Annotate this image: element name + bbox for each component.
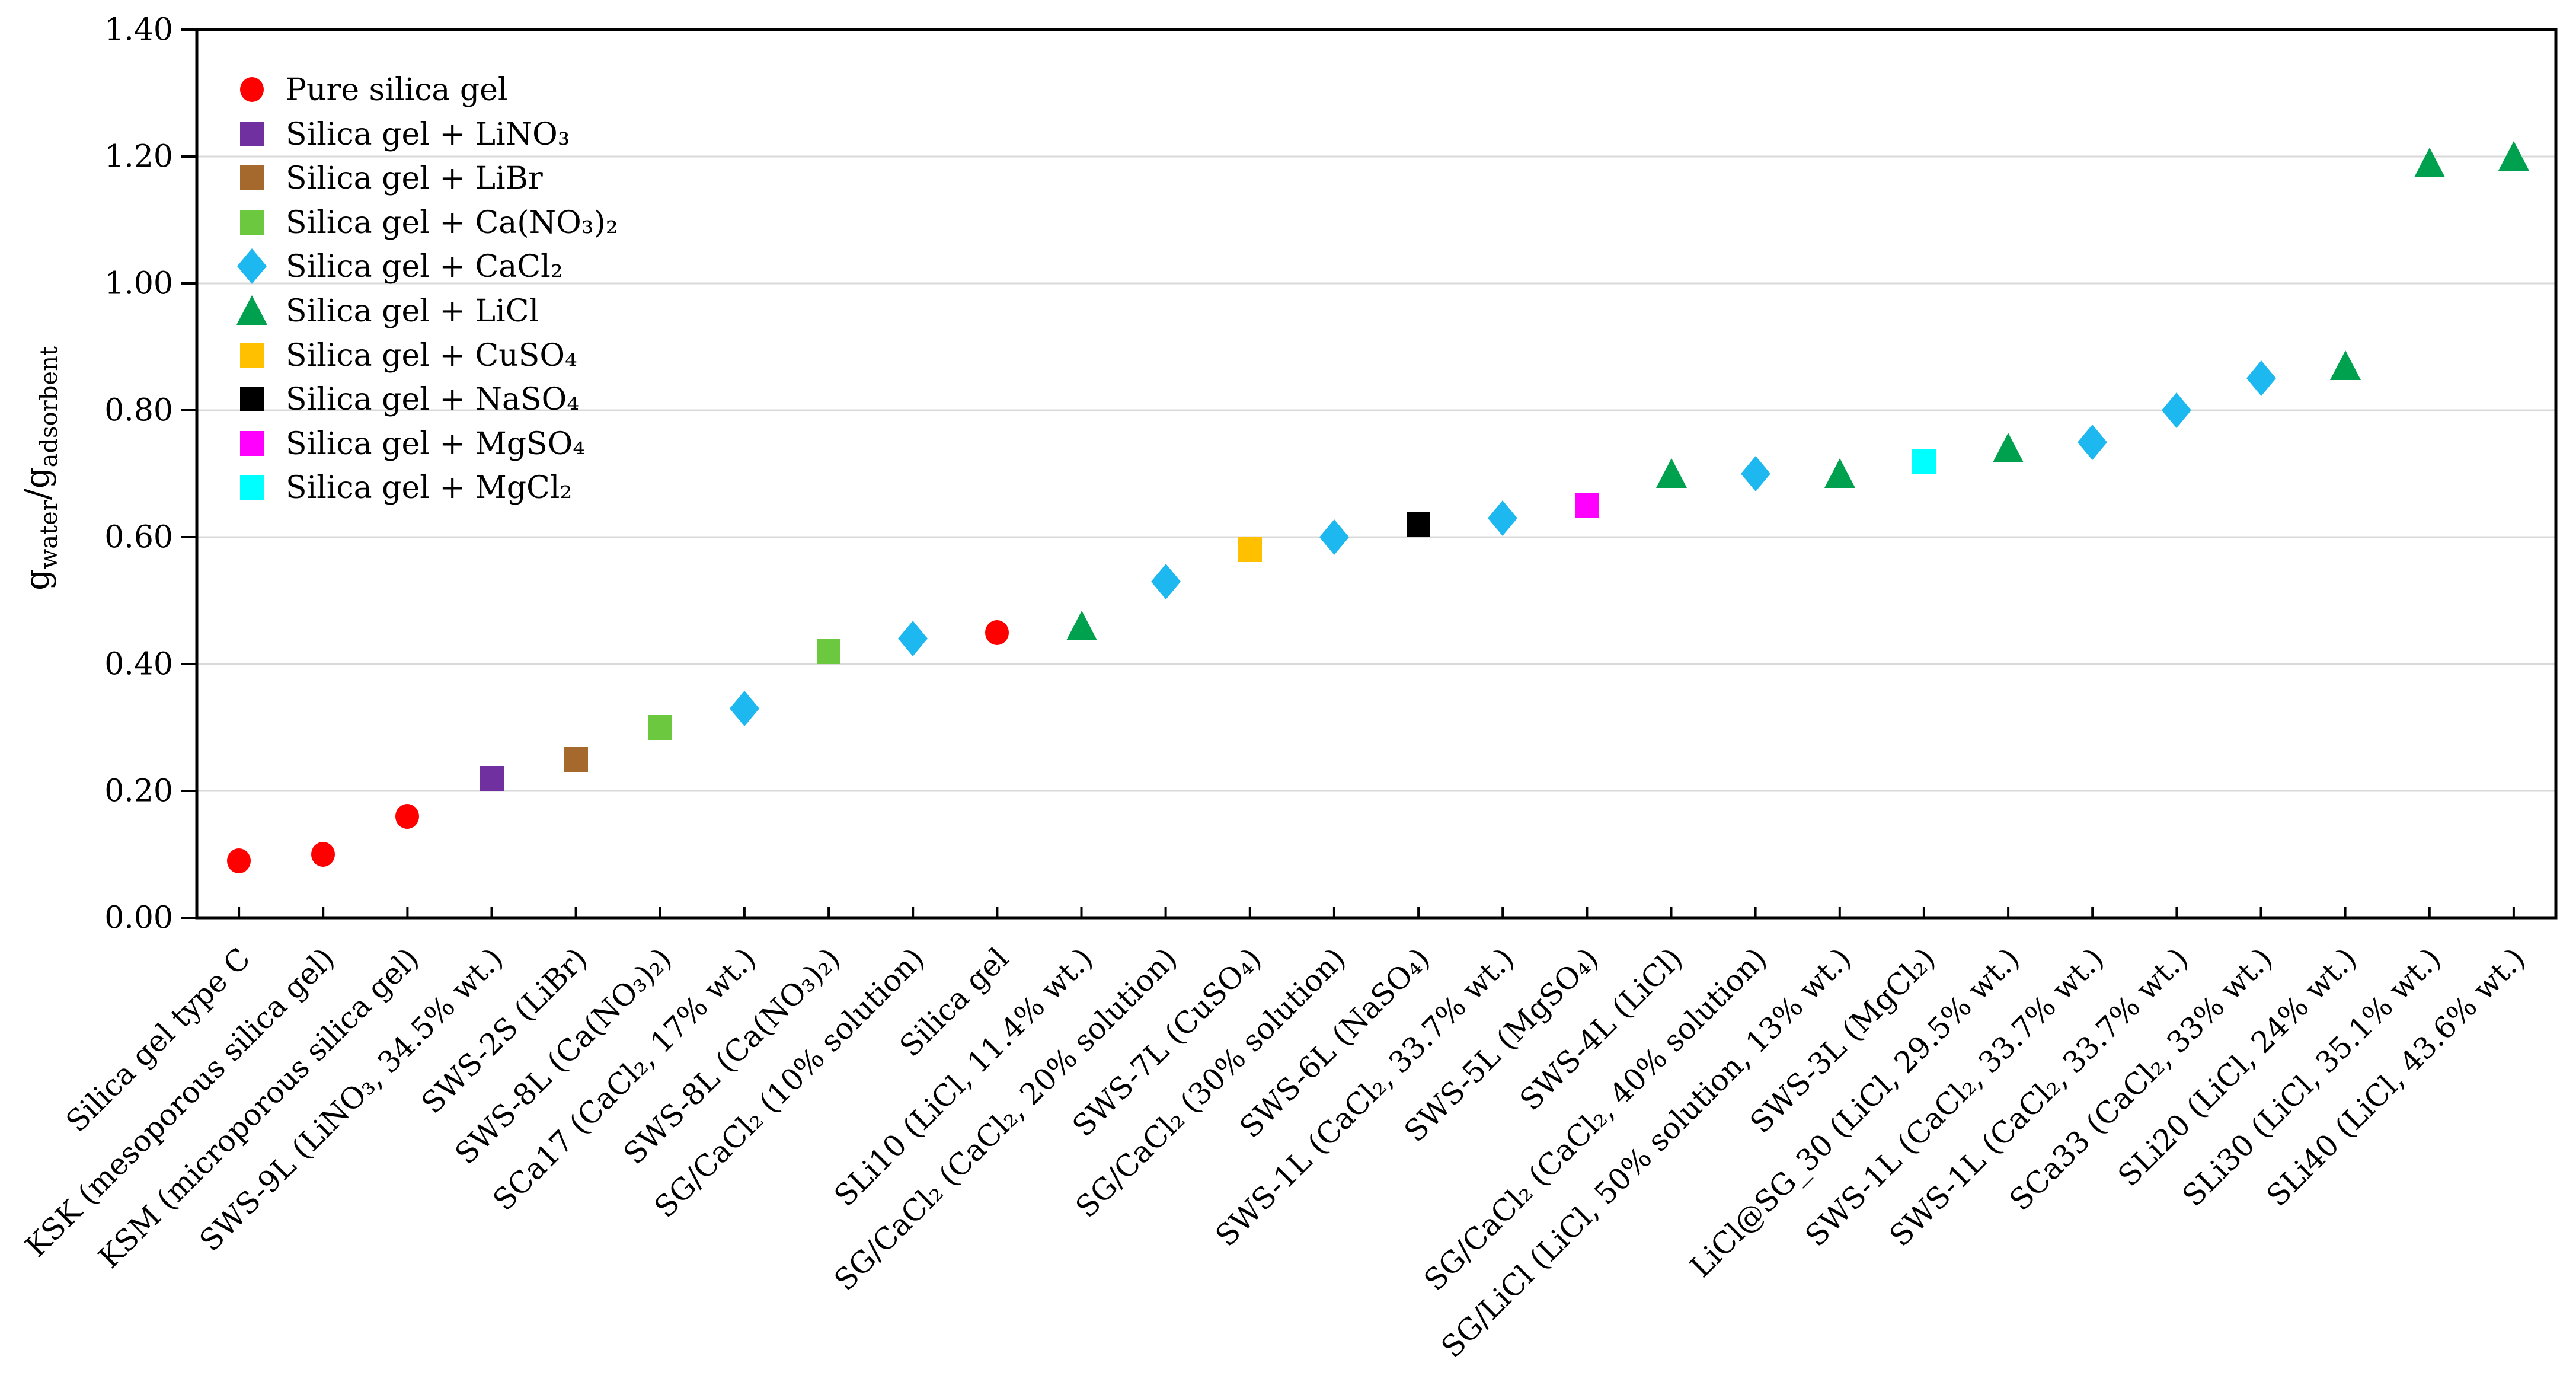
y-tick-label: 0.60 <box>104 520 173 556</box>
legend-label: Silica gel + LiNO₃ <box>286 117 570 152</box>
data-point-marker-cacl2 <box>1151 564 1181 599</box>
y-axis-title-subscript: water <box>36 499 63 569</box>
data-point-marker-mgcl2 <box>1912 449 1936 474</box>
y-tick-label: 0.00 <box>104 901 173 936</box>
data-point-marker-cacl2 <box>1488 500 1517 536</box>
x-axis-group <box>238 907 2515 918</box>
legend-label: Silica gel + MgCl₂ <box>286 470 572 506</box>
legend-label: Silica gel + LiBr <box>286 161 543 196</box>
legend-label: Silica gel + MgSO₄ <box>286 426 585 462</box>
data-point-marker-cacl2 <box>2162 392 2191 428</box>
data-point-marker-pure <box>311 842 335 867</box>
y-axis-title: gwater/gadsorbent <box>18 346 63 591</box>
legend-item-licl: Silica gel + LiCl <box>236 293 539 329</box>
y-tick-label: 1.40 <box>104 12 173 48</box>
legend-group: Pure silica gel Silica gel + LiNO₃ Silica … <box>236 72 618 506</box>
legend-marker-square <box>240 210 264 235</box>
data-point-marker-cacl2 <box>730 691 759 726</box>
data-point-marker-pure <box>227 848 251 873</box>
data-point-marker-licl <box>2414 148 2445 177</box>
series-group <box>227 141 2529 873</box>
data-point-marker-pure <box>985 620 1009 645</box>
legend-marker-circle <box>240 77 264 102</box>
legend-item-naso4: Silica gel + NaSO₄ <box>240 382 579 417</box>
legend-marker-square <box>240 475 264 500</box>
legend-label: Silica gel + Ca(NO₃)₂ <box>286 205 618 241</box>
legend-marker-diamond <box>237 248 267 284</box>
data-point-marker-mgso4 <box>1575 493 1599 518</box>
data-point-marker-cano3 <box>817 639 840 664</box>
data-point-marker-licl <box>1656 458 1687 488</box>
data-point-marker-cano3 <box>648 715 672 740</box>
data-point-marker-lino3 <box>480 766 504 791</box>
data-point-marker-naso4 <box>1407 512 1430 537</box>
y-tick-label: 0.40 <box>104 647 173 682</box>
y-axis-title-main: /g <box>18 467 57 500</box>
legend-item-pure: Pure silica gel <box>240 72 508 108</box>
y-tick-label: 1.00 <box>104 266 173 302</box>
data-point-marker-cacl2 <box>2246 360 2276 396</box>
plot-frame <box>195 28 2558 920</box>
data-point-marker-cacl2 <box>1319 519 1349 555</box>
legend-label: Pure silica gel <box>286 72 508 108</box>
plot-frame-group <box>195 28 2558 920</box>
legend-item-cuso4: Silica gel + CuSO₄ <box>240 338 577 374</box>
y-axis-title-main: g <box>18 569 57 591</box>
legend-marker-square <box>240 343 264 368</box>
legend-item-cacl2: Silica gel + CaCl₂ <box>237 248 563 285</box>
legend-label: Silica gel + CuSO₄ <box>286 338 577 374</box>
data-point-marker-licl <box>1824 458 1855 488</box>
data-point-marker-libr <box>564 747 588 772</box>
data-point-marker-licl <box>1066 611 1097 640</box>
legend-marker-triangle <box>236 295 267 325</box>
legend-label: Silica gel + LiCl <box>286 293 539 329</box>
legend-label: Silica gel + NaSO₄ <box>286 382 579 417</box>
legend-item-libr: Silica gel + LiBr <box>240 161 543 196</box>
data-point-marker-pure <box>395 804 419 829</box>
data-point-marker-cacl2 <box>2078 425 2107 460</box>
y-axis-group: 0.00 0.20 0.40 0.60 0.80 1.00 1.20 1.40 <box>104 12 197 936</box>
gridlines-group <box>197 155 2556 792</box>
data-point-marker-cacl2 <box>1741 456 1770 491</box>
y-tick-label: 1.20 <box>104 139 173 175</box>
y-axis-title-subscript: adsorbent <box>36 346 63 467</box>
legend-item-cano3: Silica gel + Ca(NO₃)₂ <box>240 205 618 241</box>
data-point-marker-licl <box>2498 141 2529 171</box>
legend-marker-square <box>240 165 264 190</box>
legend-item-mgcl2: Silica gel + MgCl₂ <box>240 470 572 506</box>
data-point-marker-licl <box>1993 433 2024 462</box>
data-point-marker-cuso4 <box>1238 537 1262 562</box>
legend-label: Silica gel + CaCl₂ <box>286 249 563 285</box>
x-axis-label: SWS-9L (LiNO₃, 34.5% wt.) <box>193 941 510 1257</box>
legend-item-lino3: Silica gel + LiNO₃ <box>240 117 570 152</box>
x-axis-label: KSM (microporous silica gel) <box>92 941 426 1275</box>
legend-item-mgso4: Silica gel + MgSO₄ <box>240 426 585 462</box>
y-tick-label: 0.20 <box>104 774 173 809</box>
data-point-marker-cacl2 <box>898 621 928 656</box>
y-title-group: gwater/gadsorbent <box>18 346 63 591</box>
x-axis-label: KSK (mesoporous silica gel) <box>19 941 341 1263</box>
legend-marker-square <box>240 387 264 411</box>
y-tick-label: 0.80 <box>104 393 173 429</box>
data-point-marker-licl <box>2330 350 2361 380</box>
legend-marker-square <box>240 431 264 456</box>
legend-marker-square <box>240 122 264 146</box>
